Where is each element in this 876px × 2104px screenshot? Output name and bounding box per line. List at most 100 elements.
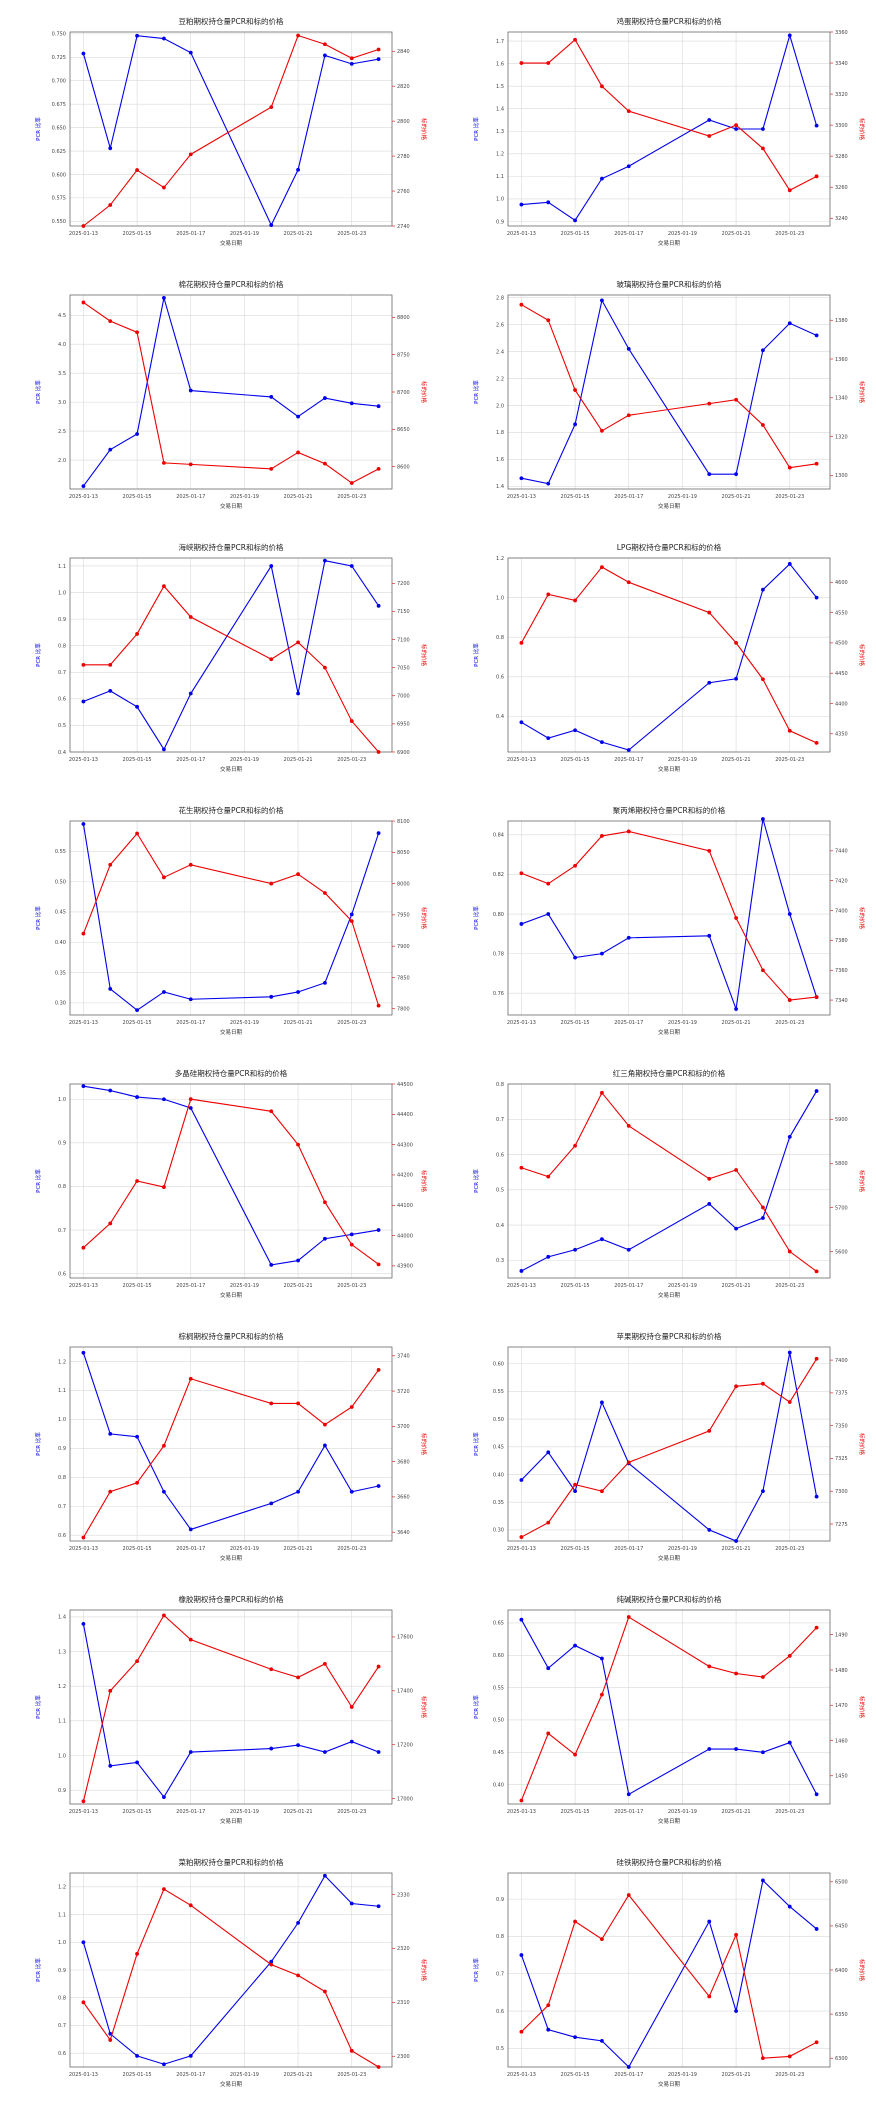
right-tick-label: 7100 [397,637,410,643]
chart-svg: 棉花期权持仓量PCR和标的价格 2.0 2.5 3.0 3.5 4.0 4.5 8600 865… [34,279,428,510]
right-tick-label: 7440 [835,849,848,855]
x-tick-label: 2025-01-21 [284,1546,313,1552]
right-tick-label: 4550 [835,610,848,616]
series-line-price [521,1091,817,1272]
left-tick-label: 0.7 [58,1228,66,1234]
data-point-pcr [626,2065,631,2069]
left-tick-label: 0.8 [58,1996,66,2002]
right-tick-label: 7200 [397,581,410,587]
data-point-price [135,632,139,636]
left-tick-label: 0.725 [52,55,66,61]
left-tick-label: 1.6 [496,61,504,67]
left-tick-label: 0.675 [52,102,66,108]
left-tick-label: 0.60 [493,1653,504,1659]
x-tick-label: 2025-01-15 [561,757,590,763]
right-tick-label: 8800 [397,315,410,321]
plot-frame [69,820,393,1016]
chart-panel: 聚丙烯期权持仓量PCR和标的价格 0.76 0.78 0.80 0.82 0.84 7340… [438,789,876,1052]
right-tick-label: 44500 [397,1082,413,1088]
left-tick-label: 0.35 [493,1500,504,1506]
x-tick-label: 2025-01-17 [614,1546,643,1552]
series-line-pcr [521,33,818,222]
x-tick-label: 2025-01-21 [722,1283,751,1289]
left-tick-label: 1.1 [496,174,504,180]
data-point-pcr [188,1106,193,1110]
right-tick-label: 44400 [397,1112,413,1118]
data-point-pcr [108,2031,113,2036]
data-point-price [296,1973,300,1978]
left-tick-label: 1.0 [496,595,504,601]
data-point-pcr [519,922,524,926]
chart-svg: 鸡蛋期权持仓量PCR和标的价格 0.9 1.0 1.1 1.2 1.3 1.4 1.5 1.6 1… [472,16,866,247]
data-point-pcr [600,298,604,303]
data-point-price [546,61,551,65]
right-tick-label: 5800 [835,1161,848,1167]
data-point-pcr [573,728,577,733]
data-point-price [323,1989,327,1994]
left-tick-label: 3.0 [58,400,66,406]
x-tick-label: 2025-01-17 [176,1283,205,1289]
series-line-price [521,304,817,469]
data-point-pcr [135,704,139,709]
series-line-price [82,1614,380,1802]
x-tick-label: 2025-01-13 [507,1283,536,1289]
chart-panel: 菜粕期权持仓量PCR和标的价格 0.6 0.7 0.8 0.9 1.0 1.1 1.2 2300… [0,1841,438,2104]
x-tick-label: 2025-01-15 [123,1809,152,1815]
y-left-axis-label: PCR 比率 [472,1169,480,1193]
right-tick-label: 8600 [397,464,410,470]
x-tick-label: 2025-01-23 [775,231,804,237]
y-left-axis-label: PCR 比率 [34,643,42,667]
right-tick-label: 3260 [835,185,848,191]
right-tick-label: 2780 [397,154,410,160]
plot-frame [69,1872,393,2068]
data-point-pcr [600,1400,604,1405]
x-tick-label: 2025-01-23 [337,494,366,500]
data-point-pcr [188,691,193,696]
data-point-pcr [323,53,327,58]
data-point-price [814,1269,819,1274]
right-tick-label: 2820 [397,84,410,90]
data-point-pcr [546,481,551,486]
left-tick-label: 0.82 [493,872,504,878]
data-point-pcr [135,33,139,38]
left-tick-label: 1.3 [496,129,504,135]
right-tick-label: 7400 [835,1358,848,1364]
y-right-axis-label: 标的价格 [858,644,866,667]
left-tick-label: 1.7 [496,39,504,45]
x-tick-label: 2025-01-19 [230,757,259,763]
x-tick-label: 2025-01-21 [284,231,313,237]
data-point-price [135,1659,139,1664]
data-point-pcr [519,1269,524,1273]
data-point-pcr [108,987,113,991]
data-point-pcr [296,1743,300,1748]
data-point-price [573,1752,577,1757]
left-tick-label: 0.5 [58,723,66,729]
data-point-price [269,1962,274,1967]
x-tick-label: 2025-01-13 [69,1809,98,1815]
right-tick-label: 1490 [835,1632,848,1638]
x-tick-label: 2025-01-17 [614,2072,643,2078]
data-point-price [546,881,551,886]
data-point-pcr [814,1927,819,1931]
x-tick-label: 2025-01-17 [614,1809,643,1815]
data-point-price [269,881,274,886]
data-point-price [707,401,712,406]
plot-frame [69,31,393,227]
data-point-price [600,1489,604,1494]
left-tick-label: 0.9 [58,617,66,623]
x-tick-label: 2025-01-19 [230,1546,259,1552]
x-axis-label: 交易日期 [220,1028,243,1036]
plot-frame [507,1083,831,1279]
data-point-pcr [269,395,274,399]
data-point-price [135,831,139,836]
left-tick-label: 0.6 [496,1152,504,1158]
left-tick-label: 0.4 [58,750,66,756]
data-point-price [626,1123,631,1128]
data-point-pcr [349,401,354,406]
data-point-price [787,1653,792,1658]
data-point-price [135,1951,139,1956]
data-point-pcr [349,564,354,568]
left-tick-label: 0.55 [55,849,66,855]
data-point-price [349,1705,354,1709]
data-point-price [349,1405,354,1409]
